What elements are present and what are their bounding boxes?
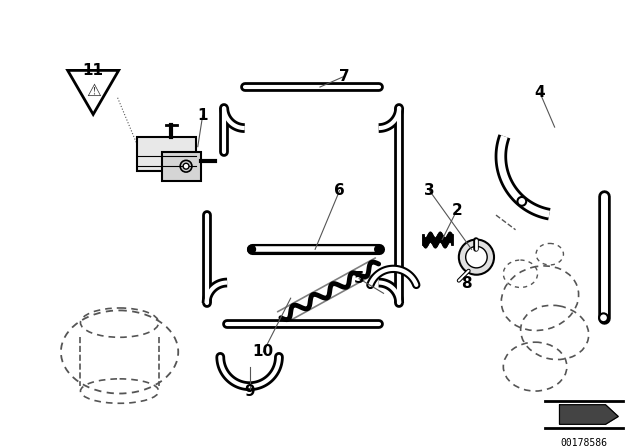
Circle shape — [183, 163, 189, 169]
Circle shape — [599, 313, 608, 322]
Text: 9: 9 — [244, 383, 255, 399]
Circle shape — [517, 197, 526, 206]
FancyBboxPatch shape — [162, 151, 201, 181]
Text: ⚠: ⚠ — [86, 82, 100, 100]
FancyBboxPatch shape — [137, 137, 196, 171]
Circle shape — [248, 246, 255, 253]
Circle shape — [180, 160, 192, 172]
Circle shape — [459, 240, 494, 275]
Circle shape — [466, 246, 487, 268]
Text: 6: 6 — [334, 183, 345, 198]
Text: 2: 2 — [451, 202, 462, 218]
Circle shape — [375, 246, 383, 253]
Text: 8: 8 — [461, 276, 472, 291]
Text: 10: 10 — [253, 345, 274, 359]
Text: 1: 1 — [197, 108, 208, 123]
Text: 4: 4 — [534, 86, 545, 100]
Text: 3: 3 — [424, 183, 435, 198]
Polygon shape — [559, 405, 618, 424]
Polygon shape — [68, 70, 118, 114]
Text: 00178586: 00178586 — [561, 438, 607, 448]
Text: 5: 5 — [354, 271, 364, 286]
Text: 7: 7 — [339, 69, 349, 84]
Text: 11: 11 — [83, 63, 104, 78]
